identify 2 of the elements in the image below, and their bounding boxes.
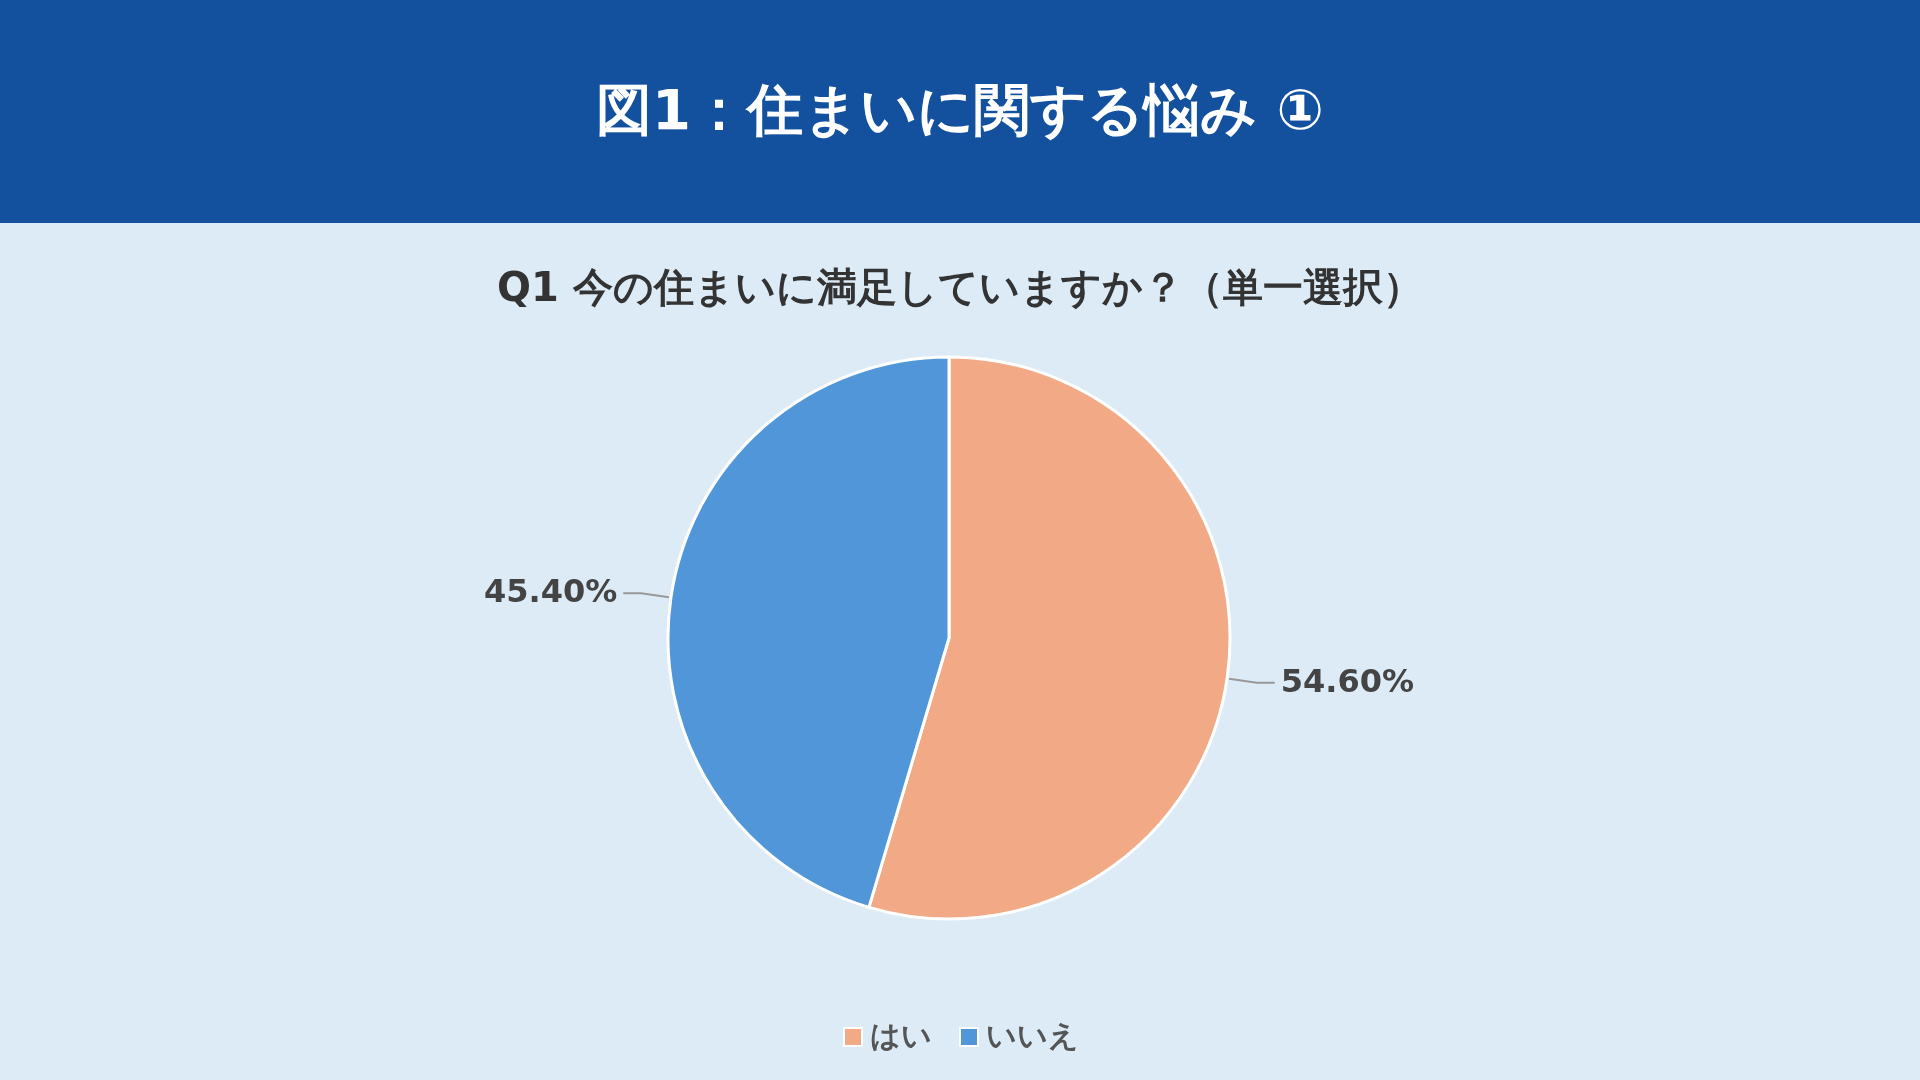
title: 図1：住まいに関する悩み ①: [596, 77, 1324, 143]
subtitle: Q1 今の住まいに満足していますか？（単一選択）: [497, 264, 1423, 310]
